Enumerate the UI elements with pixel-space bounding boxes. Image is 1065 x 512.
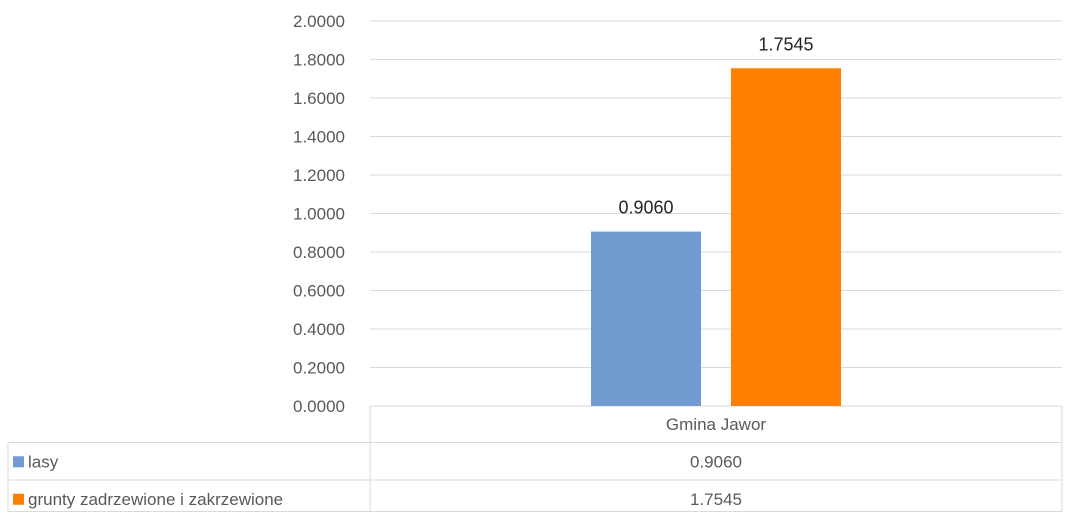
y-tick-label: 2.0000 [293,12,345,31]
legend-label: grunty zadrzewione i zakrzewione [28,490,283,509]
table-value: 0.9060 [690,452,742,471]
category-label: Gmina Jawor [666,415,766,434]
y-tick-label: 1.0000 [293,205,345,224]
bars [591,68,841,406]
gridlines [370,20,1062,407]
y-tick-label: 0.4000 [293,320,345,339]
y-axis-tick-labels: 0.0000 0.2000 0.4000 0.6000 0.8000 1.0000 1.20… [293,12,345,416]
y-tick-label: 0.0000 [293,397,345,416]
y-tick-label: 0.8000 [293,243,345,262]
data-label: 0.9060 [618,198,673,218]
bar-1 [731,68,841,406]
data-table: Gmina Jawor lasy 0.9060 grunty zadrzewione … [7,406,1063,512]
bar-0 [591,231,701,406]
legend-swatch [13,493,24,505]
y-tick-label: 0.2000 [293,359,345,378]
y-tick-label: 1.4000 [293,128,345,147]
data-label: 1.7545 [758,34,813,54]
y-tick-label: 1.8000 [293,51,345,70]
y-tick-label: 0.6000 [293,282,345,301]
data-labels: 0.9060 1.7545 [618,34,813,217]
y-tick-label: 1.2000 [293,166,345,185]
table-value: 1.7545 [690,490,742,509]
legend-swatch [13,456,24,468]
y-tick-label: 1.6000 [293,89,345,108]
legend-label: lasy [28,452,59,471]
